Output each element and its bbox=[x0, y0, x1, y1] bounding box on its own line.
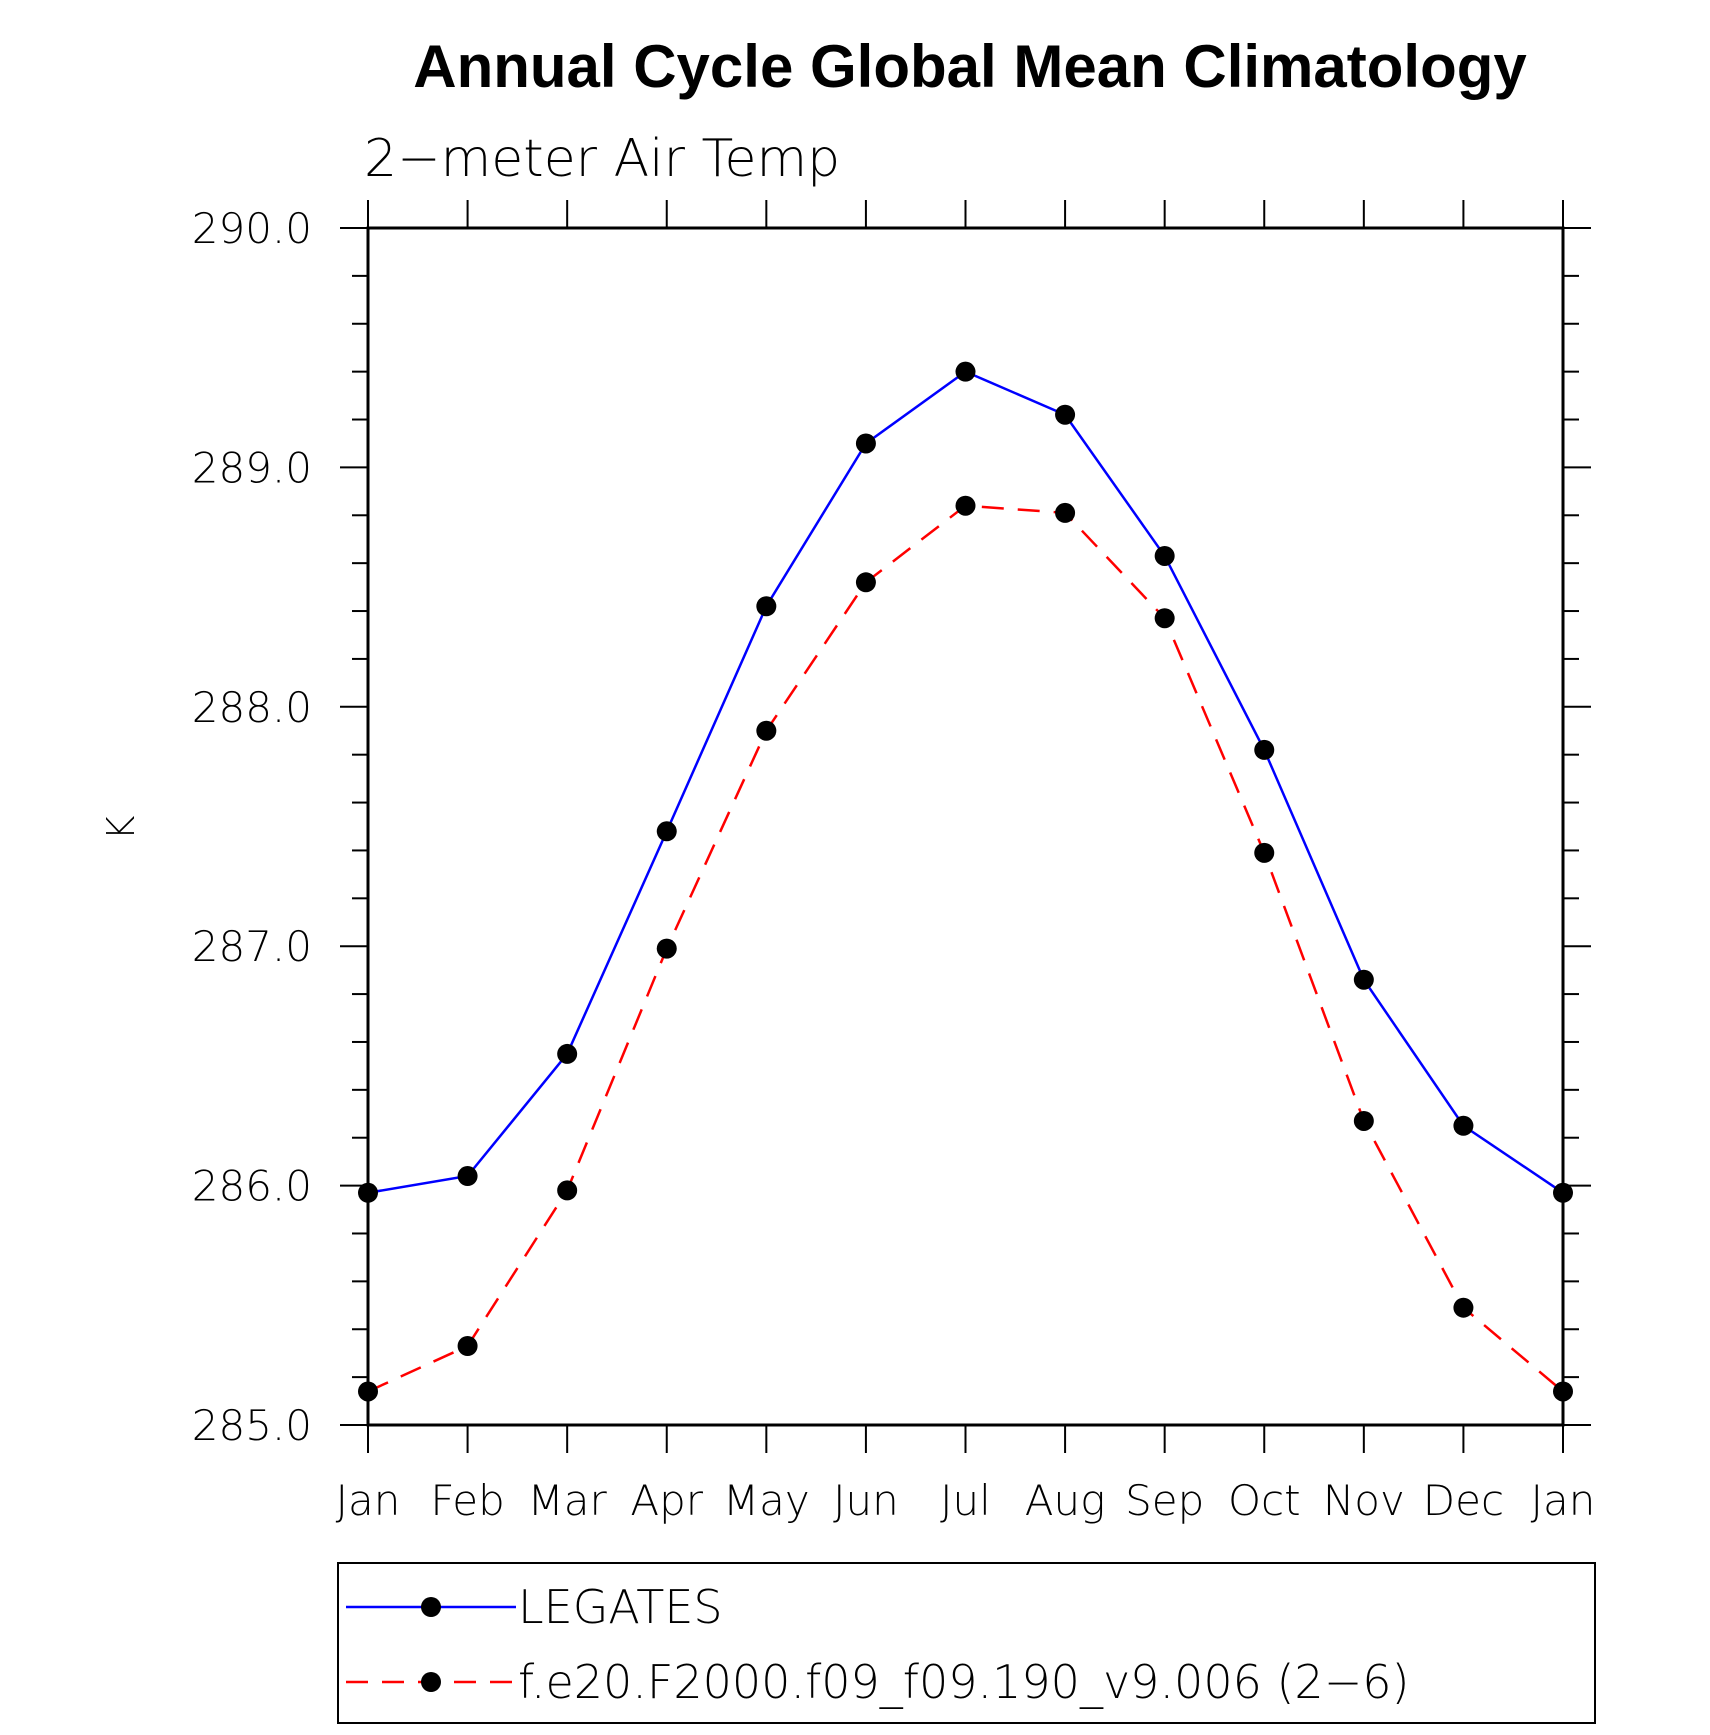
series-2-point bbox=[756, 720, 777, 741]
series-1-point bbox=[358, 1182, 378, 1203]
x-tick-label: Aug bbox=[1025, 1476, 1106, 1525]
series-1-point bbox=[656, 821, 677, 842]
series-2-point bbox=[1553, 1381, 1573, 1402]
y-axis-label: K bbox=[99, 815, 143, 840]
y-tick-label: 290.0 bbox=[192, 204, 312, 253]
legend-marker-2 bbox=[421, 1672, 441, 1692]
x-tick-label: Dec bbox=[1423, 1476, 1504, 1525]
legend-box bbox=[337, 1562, 1596, 1724]
series-layer bbox=[358, 361, 1573, 1402]
x-axis-ticks: Jan Feb Mar Apr May Jun Jul Aug Sep Oct Nov Dec Jan bbox=[336, 200, 1596, 1525]
series-2-point bbox=[1353, 1110, 1374, 1131]
x-tick-label: Oct bbox=[1228, 1476, 1301, 1525]
series-1-point bbox=[855, 433, 876, 454]
series-1-point bbox=[1055, 404, 1076, 425]
x-tick-label: Jan bbox=[1531, 1476, 1596, 1525]
series-2-point bbox=[1254, 842, 1275, 863]
x-tick-label: Sep bbox=[1125, 1476, 1204, 1525]
series-1-point bbox=[1453, 1115, 1474, 1136]
series-1-point bbox=[1353, 969, 1374, 990]
x-tick-label: Jul bbox=[940, 1476, 991, 1525]
series-2-point bbox=[656, 938, 677, 959]
series-1-point bbox=[955, 361, 976, 382]
y-tick-label: 286.0 bbox=[192, 1162, 312, 1211]
y-tick-label: 288.0 bbox=[192, 683, 312, 732]
chart-title: Annual Cycle Global Mean Climatology bbox=[413, 33, 1527, 100]
x-tick-label: Feb bbox=[430, 1476, 504, 1525]
series-1-point bbox=[1553, 1182, 1573, 1203]
series-1-point bbox=[457, 1166, 478, 1187]
series-2-point bbox=[955, 495, 976, 516]
x-tick-label: Jan bbox=[336, 1476, 401, 1525]
series-1-point bbox=[1154, 545, 1175, 566]
y-axis-ticks: 285.0 286.0 287.0 288.0 289.0 290.0 bbox=[192, 204, 1591, 1450]
legend-label-2: f.e20.F2000.f09_f09.190_v9.006 (2−6) bbox=[518, 1655, 1409, 1709]
y-tick-label: 287.0 bbox=[192, 922, 312, 971]
series-2-point bbox=[358, 1381, 378, 1402]
x-tick-label: Jun bbox=[833, 1476, 899, 1525]
x-tick-label: Mar bbox=[528, 1476, 608, 1525]
series-2-point bbox=[1055, 502, 1076, 523]
series-1-point bbox=[557, 1043, 578, 1064]
series-2-point bbox=[557, 1180, 578, 1201]
chart-subtitle: 2−meter Air Temp bbox=[364, 129, 840, 189]
legend: LEGATES f.e20.F2000.f09_f09.190_v9.006 (2… bbox=[346, 1580, 1409, 1709]
series-1-point bbox=[1254, 739, 1275, 760]
series-1-point bbox=[756, 596, 777, 617]
y-tick-label: 289.0 bbox=[192, 443, 312, 492]
x-tick-label: Nov bbox=[1323, 1476, 1405, 1525]
legend-marker-1 bbox=[421, 1597, 441, 1617]
plot-frame bbox=[366, 226, 1565, 1427]
series-2-point bbox=[1453, 1297, 1474, 1318]
legend-label-1: LEGATES bbox=[518, 1580, 723, 1634]
series-line-2 bbox=[367, 504, 1564, 1393]
x-tick-label: Apr bbox=[630, 1476, 703, 1525]
series-2-point bbox=[1154, 608, 1175, 629]
series-2-point bbox=[855, 572, 876, 593]
series-line-1 bbox=[367, 370, 1564, 1195]
x-tick-label: May bbox=[723, 1476, 810, 1525]
y-tick-label: 285.0 bbox=[192, 1401, 312, 1450]
series-2-point bbox=[457, 1335, 478, 1356]
